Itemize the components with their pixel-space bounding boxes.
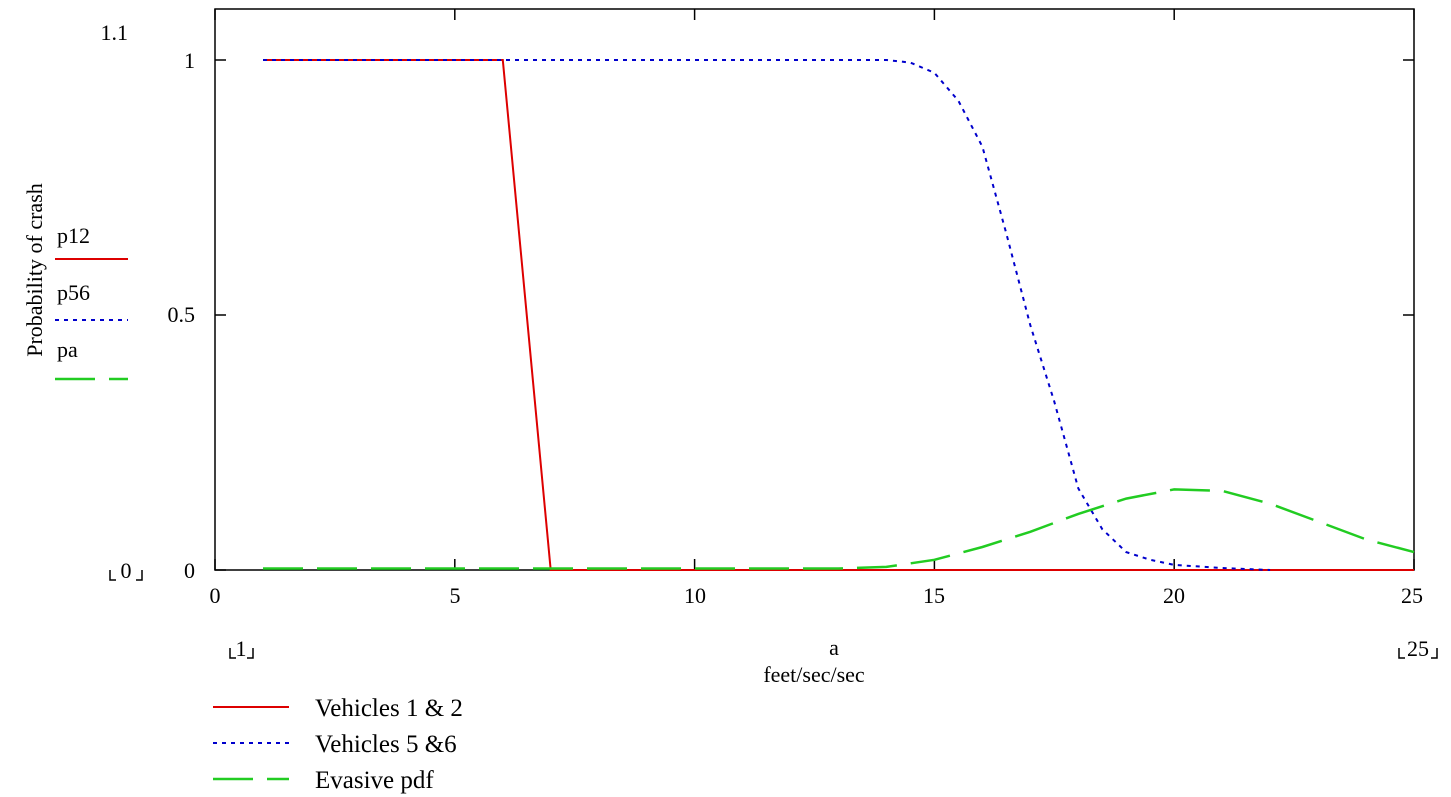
left-legend-label: p12	[57, 223, 90, 248]
x-axis-label: a	[829, 635, 839, 660]
x-tick-label: 10	[684, 583, 706, 608]
bottom-legend: Vehicles 1 & 2 Vehicles 5 &6 Evasive pdf	[213, 695, 463, 794]
series-line-pa	[263, 488, 1415, 570]
x-tick-labels: 0 5 10 15 20 25	[210, 583, 1424, 608]
y-tick-labels: 0 0.5 1 1.1	[101, 20, 196, 583]
x-tick-label: 20	[1163, 583, 1185, 608]
y-min-marker: 0	[121, 558, 132, 583]
y-tick-label: 0	[184, 558, 195, 583]
x-min-marker-right-bracket	[247, 648, 254, 659]
series-line-p12	[263, 59, 1414, 571]
y-top-label: 1.1	[101, 20, 129, 45]
x-tick-label: 0	[210, 583, 221, 608]
x-tick-label: 5	[450, 583, 461, 608]
x-min-marker-left-bracket	[229, 648, 236, 659]
x-axis-unit: feet/sec/sec	[763, 662, 865, 687]
x-max-marker-right-bracket	[1431, 648, 1438, 659]
range-markers: 0 1 25	[109, 558, 1438, 661]
y-tick-label: 0.5	[168, 302, 196, 327]
x-tick-label: 25	[1401, 583, 1423, 608]
left-legend-label: pa	[57, 337, 78, 362]
bottom-legend-label: Vehicles 5 &6	[315, 731, 457, 758]
y-min-marker-right-bracket	[136, 570, 143, 581]
y-min-marker-left-bracket	[109, 570, 116, 581]
left-legend: p12 p56 pa	[55, 223, 128, 381]
bottom-legend-label: Vehicles 1 & 2	[315, 695, 463, 722]
x-max-marker-left-bracket	[1398, 648, 1405, 659]
y-tick-label: 1	[184, 48, 195, 73]
left-legend-label: p56	[57, 280, 90, 305]
x-min-marker: 1	[236, 636, 247, 661]
plot-frame	[214, 8, 1415, 571]
y-axis-label: Probability of crash	[22, 183, 47, 357]
tick-marks	[214, 9, 1415, 571]
x-tick-label: 15	[923, 583, 945, 608]
bottom-legend-label: Evasive pdf	[315, 767, 434, 794]
x-max-marker: 25	[1407, 636, 1429, 661]
series-layer	[263, 59, 1415, 571]
series-line-p56	[263, 59, 1271, 571]
